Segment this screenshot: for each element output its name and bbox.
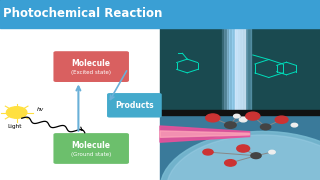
Bar xyxy=(0,0,320,28)
Text: Light: Light xyxy=(8,124,22,129)
FancyBboxPatch shape xyxy=(107,93,162,118)
Circle shape xyxy=(269,150,275,154)
Text: (Excited state): (Excited state) xyxy=(71,70,111,75)
Bar xyxy=(224,28,229,112)
Text: Molecule: Molecule xyxy=(72,141,111,150)
Polygon shape xyxy=(160,131,250,137)
Circle shape xyxy=(203,149,213,155)
Circle shape xyxy=(291,123,298,127)
Circle shape xyxy=(246,112,260,120)
Bar xyxy=(229,28,251,112)
FancyBboxPatch shape xyxy=(53,133,129,164)
Bar xyxy=(160,110,320,115)
Bar xyxy=(160,112,320,180)
Circle shape xyxy=(251,153,261,159)
Bar xyxy=(237,28,242,112)
Text: (Ground state): (Ground state) xyxy=(71,152,111,157)
Circle shape xyxy=(206,114,220,122)
Text: Molecule: Molecule xyxy=(72,59,111,68)
Circle shape xyxy=(275,116,288,123)
Bar xyxy=(240,28,244,112)
Circle shape xyxy=(260,124,271,130)
Text: hv: hv xyxy=(36,107,44,112)
Circle shape xyxy=(6,107,27,118)
Text: Products: Products xyxy=(115,101,154,110)
Bar xyxy=(235,28,239,112)
Bar xyxy=(160,28,320,112)
Circle shape xyxy=(225,122,236,128)
Circle shape xyxy=(166,135,320,180)
Bar xyxy=(232,28,237,112)
Circle shape xyxy=(234,114,240,118)
Bar xyxy=(242,28,247,112)
Circle shape xyxy=(237,145,250,152)
FancyBboxPatch shape xyxy=(53,51,129,82)
Circle shape xyxy=(160,131,320,180)
Bar xyxy=(229,28,234,112)
Bar xyxy=(0,28,160,180)
Circle shape xyxy=(225,160,236,166)
Bar xyxy=(227,28,232,112)
Bar xyxy=(235,28,245,112)
Polygon shape xyxy=(160,126,250,142)
Text: Photochemical Reaction: Photochemical Reaction xyxy=(3,7,163,21)
Bar xyxy=(222,28,227,112)
Circle shape xyxy=(239,118,247,122)
